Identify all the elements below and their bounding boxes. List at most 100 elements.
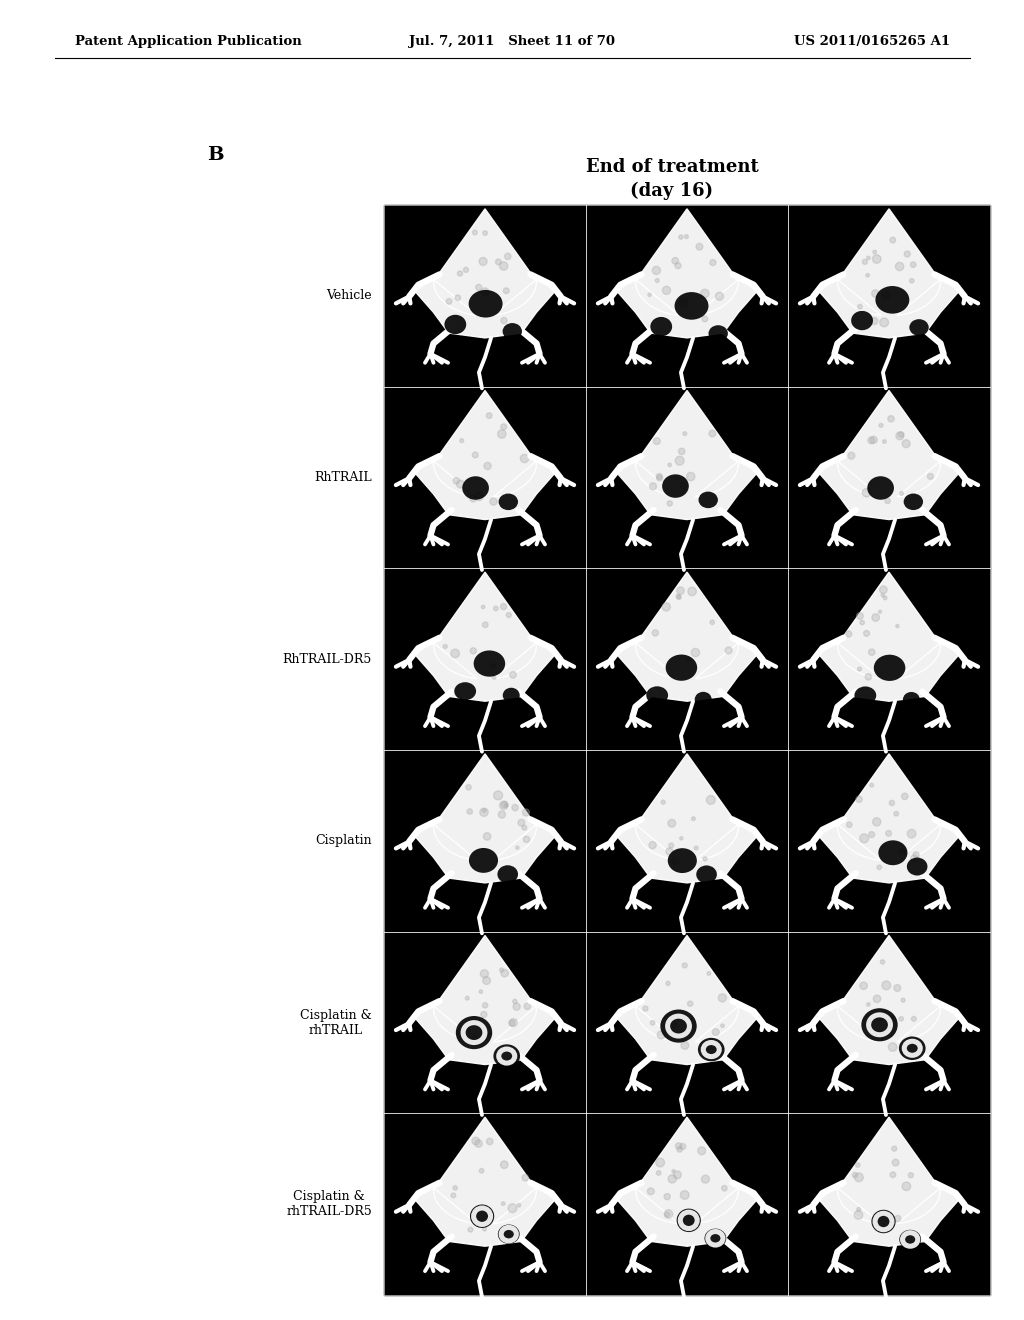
Circle shape	[494, 791, 503, 800]
Circle shape	[682, 962, 687, 968]
Circle shape	[457, 480, 464, 488]
Circle shape	[684, 235, 688, 239]
Circle shape	[895, 1216, 901, 1221]
Circle shape	[516, 846, 519, 849]
Polygon shape	[617, 572, 757, 701]
Circle shape	[860, 834, 868, 843]
Circle shape	[647, 1188, 654, 1195]
Circle shape	[480, 808, 488, 817]
Bar	[586, 205, 788, 387]
Circle shape	[707, 972, 711, 975]
Circle shape	[481, 605, 485, 609]
Circle shape	[487, 1032, 492, 1036]
Circle shape	[666, 847, 673, 855]
Circle shape	[901, 793, 908, 800]
Bar	[788, 1113, 990, 1295]
Circle shape	[652, 630, 658, 636]
Circle shape	[490, 663, 496, 668]
Circle shape	[667, 500, 673, 506]
Circle shape	[468, 1228, 473, 1232]
Circle shape	[694, 846, 698, 850]
Polygon shape	[819, 936, 958, 1064]
Circle shape	[672, 857, 679, 865]
Circle shape	[852, 1172, 857, 1177]
Circle shape	[482, 231, 487, 235]
Circle shape	[498, 430, 506, 438]
Circle shape	[650, 1020, 655, 1026]
Ellipse shape	[899, 1230, 922, 1249]
Circle shape	[909, 279, 914, 282]
Circle shape	[681, 1041, 689, 1049]
Circle shape	[866, 256, 870, 260]
Circle shape	[674, 1171, 681, 1179]
Circle shape	[505, 253, 511, 260]
Ellipse shape	[650, 317, 672, 337]
Circle shape	[500, 968, 504, 972]
Ellipse shape	[494, 1044, 520, 1068]
Ellipse shape	[668, 849, 697, 873]
Circle shape	[886, 830, 892, 837]
Circle shape	[860, 620, 864, 624]
Circle shape	[870, 317, 878, 325]
Polygon shape	[416, 572, 555, 701]
Text: (day 16): (day 16)	[631, 182, 714, 201]
Ellipse shape	[879, 841, 907, 865]
Polygon shape	[416, 754, 555, 883]
Circle shape	[466, 784, 471, 791]
Ellipse shape	[470, 1204, 495, 1228]
Circle shape	[691, 817, 695, 821]
Circle shape	[687, 1018, 693, 1024]
Bar	[586, 932, 788, 1113]
Circle shape	[894, 985, 901, 991]
Text: RhTRAIL: RhTRAIL	[314, 471, 372, 484]
Ellipse shape	[876, 286, 909, 314]
Circle shape	[665, 1209, 673, 1218]
Circle shape	[508, 1204, 517, 1213]
Circle shape	[725, 647, 732, 653]
Circle shape	[895, 263, 904, 271]
Ellipse shape	[698, 491, 718, 508]
Circle shape	[480, 970, 488, 978]
Circle shape	[857, 305, 862, 309]
Circle shape	[848, 453, 855, 459]
Circle shape	[500, 261, 508, 271]
Circle shape	[683, 432, 687, 436]
Circle shape	[894, 812, 898, 816]
Ellipse shape	[677, 1209, 700, 1232]
Circle shape	[907, 829, 915, 838]
Ellipse shape	[455, 682, 476, 700]
Circle shape	[500, 801, 508, 809]
Polygon shape	[617, 391, 757, 520]
Circle shape	[467, 809, 472, 814]
Circle shape	[663, 286, 671, 294]
Bar	[586, 387, 788, 569]
Bar	[384, 932, 586, 1113]
Bar	[788, 205, 990, 387]
Circle shape	[703, 857, 707, 861]
Circle shape	[482, 1003, 487, 1008]
Ellipse shape	[871, 1209, 896, 1233]
Circle shape	[710, 260, 716, 265]
Ellipse shape	[861, 1008, 898, 1041]
Circle shape	[648, 293, 651, 297]
Circle shape	[884, 597, 887, 599]
Circle shape	[872, 251, 877, 253]
Circle shape	[484, 462, 492, 470]
Ellipse shape	[646, 686, 668, 705]
Circle shape	[482, 622, 488, 627]
Ellipse shape	[499, 494, 518, 510]
Circle shape	[676, 594, 680, 598]
Ellipse shape	[899, 1036, 926, 1060]
Circle shape	[668, 820, 676, 828]
Ellipse shape	[503, 323, 522, 339]
Circle shape	[522, 809, 529, 816]
Circle shape	[518, 820, 525, 826]
Circle shape	[702, 315, 708, 322]
Circle shape	[687, 1001, 693, 1006]
Circle shape	[904, 1047, 908, 1051]
Circle shape	[862, 259, 867, 264]
Circle shape	[451, 1193, 456, 1197]
Circle shape	[892, 1146, 897, 1151]
Circle shape	[458, 271, 463, 276]
Circle shape	[846, 631, 852, 638]
